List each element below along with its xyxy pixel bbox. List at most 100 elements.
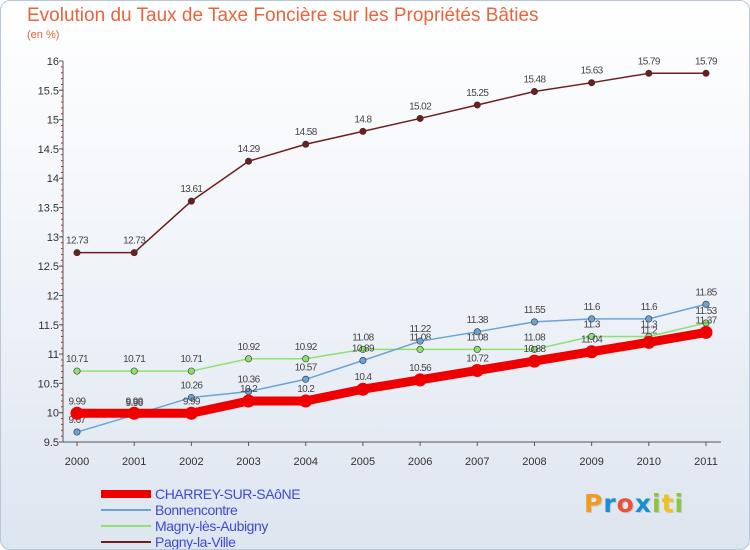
data-point <box>302 375 310 383</box>
data-label: 11.08 <box>467 332 489 343</box>
legend-label: CHARREY-SUR-SAôNE <box>155 486 301 502</box>
data-point <box>473 328 481 336</box>
series-line <box>76 322 707 372</box>
data-point <box>73 428 81 436</box>
data-point <box>359 345 367 353</box>
data-point <box>356 382 370 396</box>
data-label: 11.37 <box>695 315 717 326</box>
data-label: 10.26 <box>180 380 203 391</box>
data-point <box>699 325 713 339</box>
y-tick-label: 13.5 <box>38 203 59 215</box>
data-point <box>302 355 310 363</box>
data-point <box>184 406 198 420</box>
y-tick-label: 11.5 <box>38 320 59 332</box>
data-label: 10.2 <box>297 384 315 395</box>
legend-swatch-magny <box>101 525 151 527</box>
data-label: 10.71 <box>123 354 146 365</box>
data-label: 10.71 <box>180 354 203 365</box>
logo-letter: x <box>634 489 652 518</box>
data-label: 14.29 <box>238 144 261 155</box>
data-label: 11.3 <box>641 319 658 330</box>
data-label: 11.53 <box>695 306 717 317</box>
data-point <box>588 79 596 87</box>
logo-letter: o <box>616 489 635 518</box>
y-tick-label: 14.5 <box>38 144 59 156</box>
data-point <box>245 157 253 165</box>
y-tick-label: 16 <box>47 56 59 68</box>
data-point <box>413 373 427 387</box>
data-label: 15.02 <box>409 101 432 112</box>
data-point <box>242 394 256 408</box>
data-label: 9.96 <box>126 398 144 409</box>
y-axis-unit-label: (en %) <box>27 29 60 41</box>
data-point <box>359 127 367 135</box>
data-label: 11.04 <box>581 335 603 346</box>
legend-swatch-charrey <box>101 490 151 498</box>
legend-swatch-bonnencontre <box>101 509 151 511</box>
data-point <box>187 393 195 401</box>
data-label: 10.89 <box>352 344 375 355</box>
legend: CHARREY-SUR-SAôNE Bonnencontre Magny-lès… <box>101 486 301 550</box>
data-point <box>130 367 138 375</box>
data-label: 10.88 <box>523 344 546 355</box>
data-label: 10.92 <box>238 342 261 353</box>
data-point <box>359 357 367 365</box>
legend-item: Pagny-la-Ville <box>101 534 300 550</box>
logo-letter: P <box>584 489 604 518</box>
legend-item: Bonnencontre <box>101 502 300 518</box>
chart-title: Evolution du Taux de Taxe Foncière sur l… <box>27 5 539 26</box>
data-point <box>530 87 538 95</box>
data-label: 15.63 <box>581 66 604 77</box>
data-point <box>187 367 195 375</box>
data-point <box>642 335 656 349</box>
series-line <box>76 303 707 433</box>
legend-label: Bonnencontre <box>155 502 238 518</box>
data-point <box>473 345 481 353</box>
data-point <box>73 367 81 375</box>
data-label: 9.99 <box>126 396 144 407</box>
data-point <box>127 406 141 420</box>
logo-letter: r <box>603 489 617 518</box>
data-point <box>245 355 253 363</box>
data-point <box>416 345 424 353</box>
data-label: 10.36 <box>238 375 261 386</box>
y-tick-label: 13 <box>47 232 59 244</box>
data-label: 11.08 <box>352 332 374 343</box>
data-point <box>470 363 484 377</box>
y-tick-label: 9.5 <box>44 437 59 449</box>
data-label: 11.6 <box>641 302 658 313</box>
x-tick-label: 2007 <box>465 456 489 468</box>
data-label: 11.85 <box>695 287 717 298</box>
data-point <box>473 101 481 109</box>
legend-label: Magny-lès-Aubigny <box>155 518 269 534</box>
legend-swatch-pagny <box>101 541 151 543</box>
data-label: 9.99 <box>183 396 201 407</box>
data-point <box>73 249 81 257</box>
x-tick-label: 2009 <box>579 456 603 468</box>
data-point <box>645 315 653 323</box>
data-point <box>645 69 653 77</box>
data-point <box>302 140 310 148</box>
data-point <box>527 354 541 368</box>
data-label: 9.67 <box>68 415 86 426</box>
data-point <box>588 332 596 340</box>
legend-label: Pagny-la-Ville <box>155 534 236 550</box>
data-label: 15.48 <box>523 74 546 85</box>
y-tick-label: 12.5 <box>38 261 59 273</box>
data-label: 12.73 <box>123 236 146 247</box>
x-tick-label: 2003 <box>236 456 260 468</box>
data-label: 12.73 <box>66 236 89 247</box>
y-tick-label: 14 <box>47 173 59 185</box>
data-point <box>585 345 599 359</box>
x-tick-label: 2011 <box>694 456 718 468</box>
data-point <box>416 337 424 345</box>
data-label: 10.2 <box>240 384 258 395</box>
data-point <box>702 300 710 308</box>
data-label: 15.25 <box>466 88 489 99</box>
data-label: 10.56 <box>409 363 432 374</box>
y-tick-label: 15.5 <box>38 85 59 97</box>
data-label: 15.79 <box>638 56 661 67</box>
data-label: 11.22 <box>409 324 431 335</box>
y-tick-label: 10.5 <box>38 378 59 390</box>
